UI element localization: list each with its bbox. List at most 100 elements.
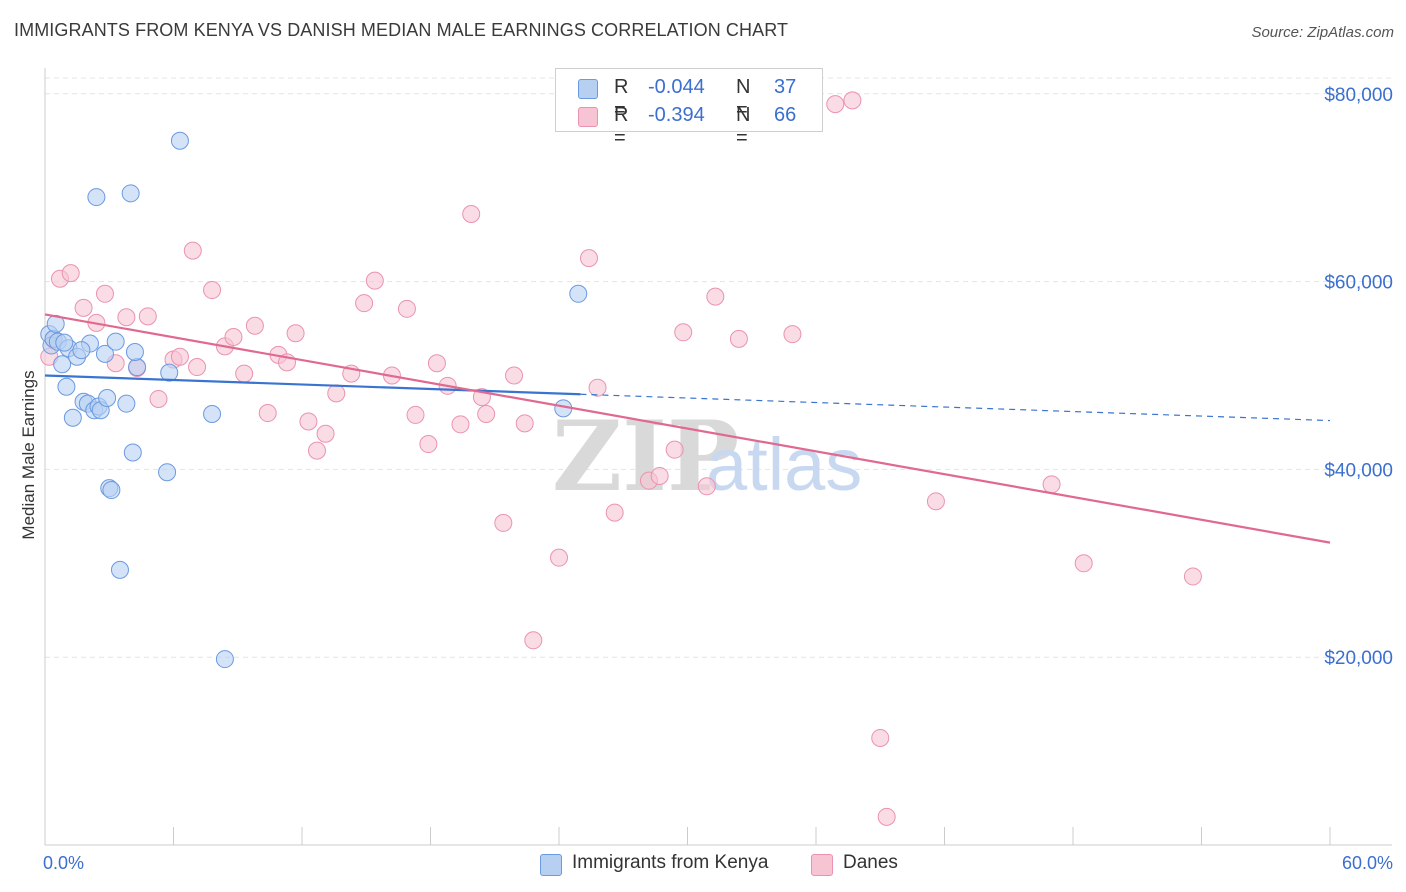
danes-point	[316, 424, 335, 443]
n-value: 66	[774, 104, 797, 126]
r-value: -0.394	[648, 104, 705, 126]
danes-point	[327, 384, 346, 403]
danes-legend-swatch	[811, 854, 833, 876]
kenya-trend-extension	[580, 393, 1331, 422]
axes	[44, 68, 1392, 846]
n-label: N =	[736, 76, 751, 121]
kenya-point	[106, 332, 125, 351]
danes-swatch	[578, 107, 598, 127]
danes-point	[258, 404, 277, 423]
x-tick-label-min: 0.0%	[43, 853, 84, 873]
kenya-point	[170, 131, 189, 150]
danes-point	[605, 503, 624, 522]
danes-point	[95, 284, 114, 303]
correlation-legend: R = -0.044 N = 37 R = -0.394 N = 66	[555, 68, 823, 149]
danes-point	[183, 241, 202, 260]
y-axis-label: Median Male Earnings	[19, 370, 38, 539]
y-tick-label: $40,000	[1324, 460, 1393, 481]
kenya-point	[53, 355, 72, 374]
kenya-point	[215, 650, 234, 669]
danes-point	[299, 412, 318, 431]
kenya-trend-line	[44, 374, 581, 396]
kenya-point	[98, 389, 117, 408]
danes-point	[203, 281, 222, 300]
y-tick-label: $20,000	[1324, 648, 1393, 669]
danes-point	[843, 91, 862, 110]
kenya-legend-label: Immigrants from Kenya	[572, 852, 769, 873]
danes-point	[505, 366, 524, 385]
danes-point	[224, 327, 243, 346]
danes-point	[588, 378, 607, 397]
kenya-point	[55, 333, 74, 352]
kenya-point	[203, 404, 222, 423]
danes-point	[406, 405, 425, 424]
danes-point	[427, 354, 446, 373]
kenya-point	[123, 443, 142, 462]
tick-labels: $20,000 $40,000 $60,000 $80,000 0.0% 60.0%	[43, 85, 1393, 873]
danes-point	[650, 466, 669, 485]
danes-point	[1183, 567, 1202, 586]
danes-point	[138, 307, 157, 326]
danes-point	[477, 404, 496, 423]
kenya-swatch	[578, 79, 598, 99]
r-value: -0.044	[648, 76, 705, 98]
trend-lines	[44, 313, 1331, 544]
danes-point	[926, 492, 945, 511]
danes-trend-line	[44, 313, 1331, 544]
danes-point	[61, 264, 80, 283]
data-points	[40, 91, 1202, 826]
danes-point	[706, 287, 725, 306]
danes-point	[1074, 554, 1093, 573]
danes-point	[365, 271, 384, 290]
n-value: 37	[774, 76, 797, 98]
kenya-point	[158, 463, 177, 482]
danes-point	[451, 415, 470, 434]
r-label: R =	[614, 104, 629, 149]
y-tick-label: $60,000	[1324, 273, 1393, 294]
kenya-legend-swatch	[540, 854, 562, 876]
danes-point	[871, 728, 890, 747]
danes-point	[419, 435, 438, 454]
kenya-point	[125, 343, 144, 362]
kenya-point	[57, 377, 76, 396]
danes-point	[674, 323, 693, 342]
danes-point	[235, 364, 254, 383]
kenya-point	[128, 358, 147, 377]
danes-point	[74, 298, 93, 317]
chart-title: IMMIGRANTS FROM KENYA VS DANISH MEDIAN M…	[14, 20, 789, 40]
danes-point	[729, 329, 748, 348]
kenya-point	[102, 481, 121, 500]
danes-point	[579, 249, 598, 268]
danes-point	[550, 548, 568, 567]
danes-point	[462, 204, 481, 223]
danes-point	[524, 631, 543, 650]
kenya-point	[95, 344, 114, 363]
kenya-point	[87, 188, 106, 207]
kenya-point	[569, 284, 588, 303]
danes-point	[117, 308, 136, 327]
danes-point	[515, 414, 534, 433]
danes-point	[170, 347, 189, 366]
danes-point	[397, 299, 416, 318]
danes-legend-label: Danes	[843, 852, 898, 873]
danes-point	[149, 389, 168, 408]
danes-point	[826, 95, 845, 114]
n-label: N =	[736, 104, 751, 149]
source-credit: Source: ZipAtlas.com	[1251, 24, 1394, 41]
danes-point	[286, 324, 305, 343]
danes-point	[697, 477, 716, 496]
danes-point	[307, 441, 326, 460]
danes-point	[877, 807, 896, 826]
danes-point	[665, 440, 684, 459]
y-tick-label: $80,000	[1324, 85, 1393, 106]
kenya-point	[121, 184, 140, 203]
kenya-point	[110, 560, 129, 579]
danes-point	[783, 325, 802, 344]
danes-point	[355, 294, 374, 313]
danes-point	[494, 513, 513, 532]
kenya-point	[72, 341, 91, 360]
kenya-point	[117, 394, 136, 413]
x-tick-label-max: 60.0%	[1342, 853, 1393, 873]
danes-point	[188, 358, 207, 377]
